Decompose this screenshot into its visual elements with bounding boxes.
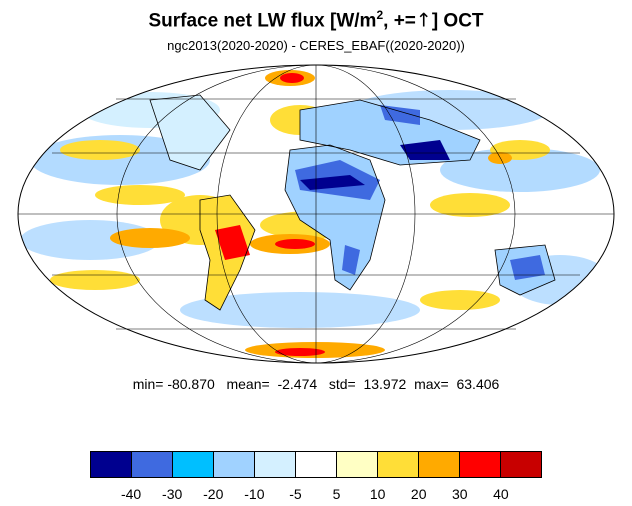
- colorbar-box: [255, 452, 296, 477]
- colorbar-tick-label: 5: [332, 486, 341, 502]
- colorbar-tick-label: -5: [289, 486, 302, 502]
- colorbar-box: [214, 452, 255, 477]
- globe-outline: [17, 64, 615, 364]
- title-end: ] OCT: [431, 10, 484, 32]
- colorbar-box: [419, 452, 460, 477]
- colorbar-box: [173, 452, 214, 477]
- colorbar-box: [501, 452, 541, 477]
- min-label: min=: [132, 376, 164, 392]
- max-label: max=: [414, 376, 449, 392]
- coastlines: [149, 94, 556, 311]
- colorbar-labels: -40 -30 -20 -10 -5 5 10 20 30 40: [0, 486, 632, 506]
- colorbar-box: [378, 452, 419, 477]
- colorbar-box: [296, 452, 337, 477]
- title-mid: , +=: [383, 10, 416, 32]
- colorbar-tick-label: 20: [410, 486, 427, 502]
- plot-title: Surface net LW flux [W/m2, +=↑] OCT: [0, 8, 632, 32]
- std-label: std=: [328, 376, 356, 392]
- title-main: Surface net LW flux [W/m: [148, 10, 377, 32]
- colorbar-tick-label: -20: [203, 486, 224, 502]
- mean-value: -2.474: [277, 376, 318, 392]
- up-arrow-icon: ↑: [415, 9, 432, 32]
- colorbar-box: [132, 452, 173, 477]
- statistics-line: min= -80.870 mean= -2.474 std= 13.972 ma…: [0, 376, 632, 392]
- max-value: 63.406: [456, 376, 500, 392]
- colorbar-tick-label: -40: [120, 486, 142, 502]
- colorbar-tick-label: -10: [244, 486, 265, 502]
- std-value: 13.972: [363, 376, 407, 392]
- plot-subtitle: ngc2013(2020-2020) - CERES_EBAF((2020-20…: [167, 38, 465, 53]
- colorbar-tick-label: -30: [162, 486, 183, 502]
- colorbar-tick-label: 30: [452, 486, 468, 502]
- min-value: -80.870: [167, 376, 215, 392]
- colorbar: [90, 451, 542, 478]
- colorbar-box: [460, 452, 501, 477]
- title-superscript: 2: [376, 8, 384, 22]
- colorbar-tick-label: 10: [369, 486, 386, 502]
- colorbar-tick-label: 40: [493, 486, 509, 502]
- mean-label: mean=: [226, 376, 270, 392]
- colorbar-box: [91, 452, 132, 477]
- colorbar-box: [337, 452, 378, 477]
